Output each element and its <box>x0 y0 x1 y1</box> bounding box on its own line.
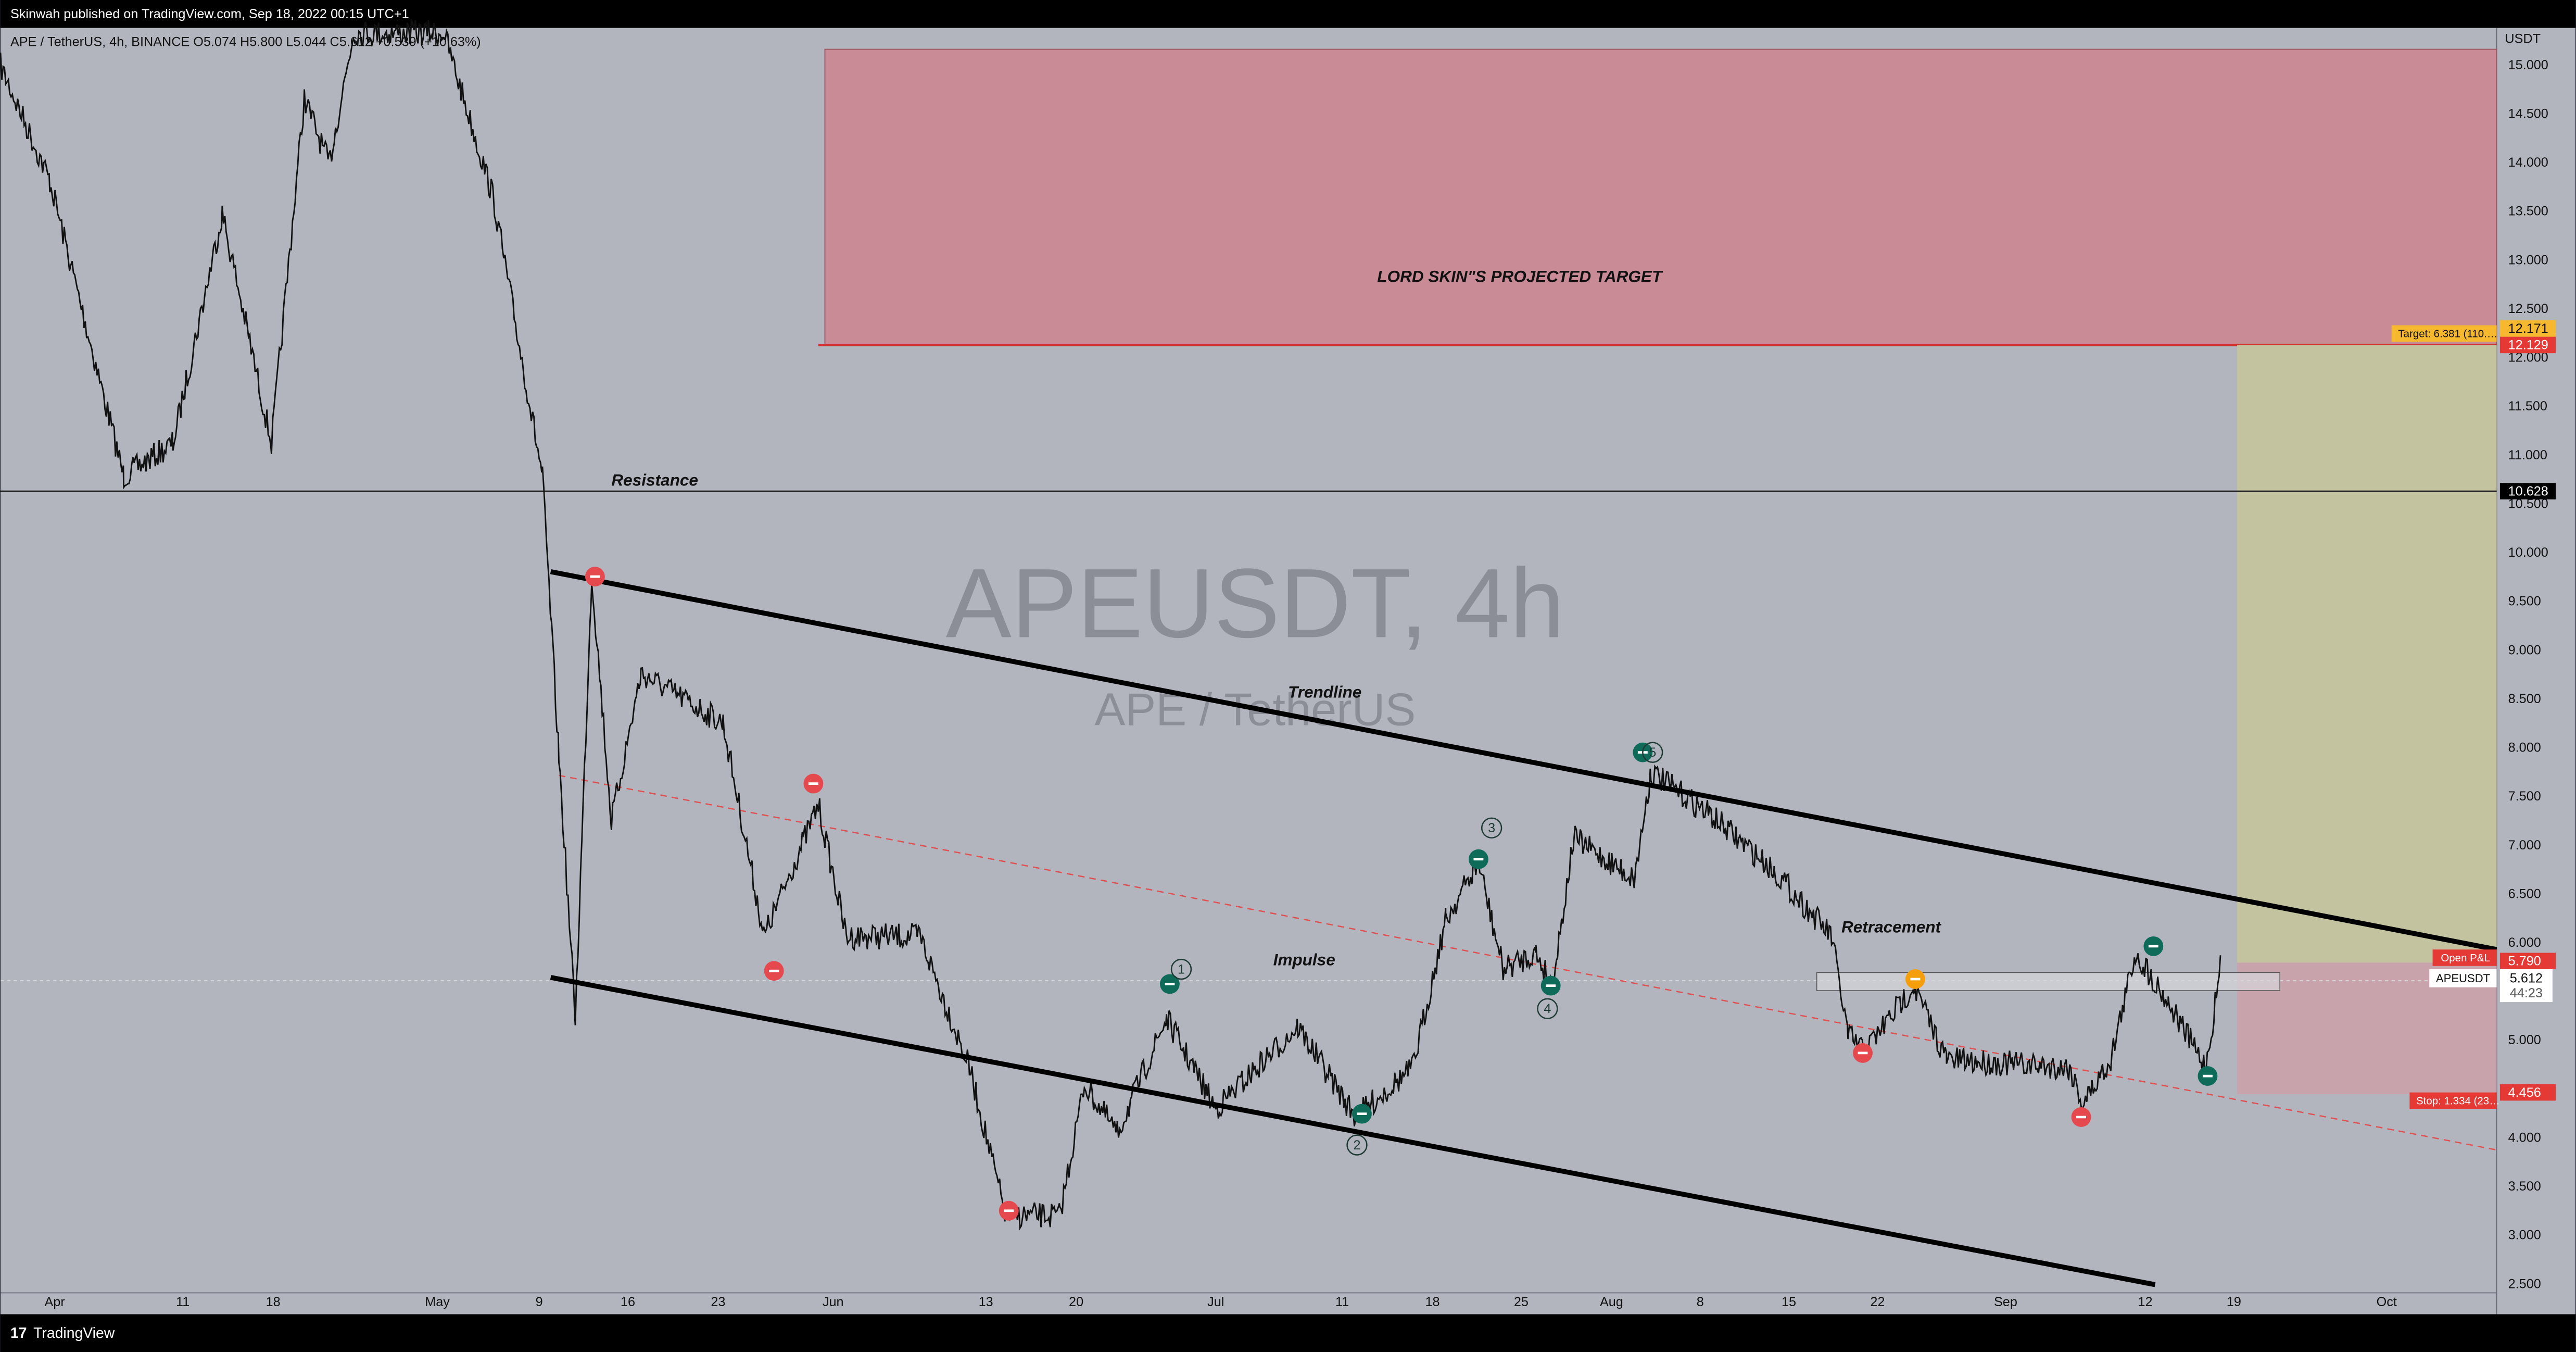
price-badge <box>2499 953 2556 970</box>
price-tick-label: 9.500 <box>2508 594 2541 609</box>
price-badge <box>2499 320 2556 337</box>
trendline-label: Trendline <box>1288 682 1361 701</box>
resistance-label: Resistance <box>611 471 698 490</box>
time-tick-label: 22 <box>1870 1295 1885 1309</box>
price-badge-text: 5.790 <box>2508 954 2541 969</box>
wave-circle <box>1170 958 1192 980</box>
price-badge-text: 12.129 <box>2508 338 2548 353</box>
price-tick-label: 7.500 <box>2508 789 2541 804</box>
footer-logo: 17 <box>10 1325 27 1342</box>
signal-markers: 1 2 3 4 5 <box>585 567 2218 1221</box>
time-tick-label: 18 <box>1425 1295 1440 1309</box>
time-tick-label: 20 <box>1069 1295 1083 1309</box>
footer-brand: TradingView <box>33 1325 115 1342</box>
time-tick-label: Jul <box>1207 1295 1224 1309</box>
time-tick-label: 13 <box>979 1295 993 1309</box>
time-tick-label: 25 <box>1514 1295 1529 1309</box>
wave-circle <box>1346 1134 1368 1156</box>
retracement-label: Retracement <box>1841 918 1942 936</box>
price-path <box>0 19 2221 1231</box>
time-tick-label: 16 <box>621 1295 635 1309</box>
price-badge <box>2499 336 2556 354</box>
time-tick-label: 11 <box>176 1295 190 1309</box>
price-tick-label: 8.500 <box>2508 692 2541 706</box>
time-tick-label: 18 <box>266 1295 281 1309</box>
price-tick-label: 11.500 <box>2508 399 2547 414</box>
pl-badge <box>2432 949 2497 966</box>
price-tick-label: 9.000 <box>2508 643 2541 657</box>
time-tick-label: 23 <box>711 1295 725 1309</box>
time-tick-label: 19 <box>2227 1295 2241 1309</box>
time-tick-label: Oct <box>2377 1295 2397 1309</box>
retrace-box <box>1816 972 2280 991</box>
price-tick-label: 3.000 <box>2508 1228 2541 1243</box>
price-badge <box>2499 483 2556 499</box>
price-text: 5.612 <box>2510 971 2543 986</box>
stop-badge <box>2409 1092 2497 1109</box>
price-badge-text: 10.628 <box>2508 484 2548 498</box>
price-tick-label: 15.000 <box>2508 58 2548 72</box>
symbol-badge <box>2429 969 2497 987</box>
price-tick-label: 8.000 <box>2508 741 2541 755</box>
publisher: Skinwah published on TradingView.com, Se… <box>10 7 409 21</box>
price-chart <box>0 19 2221 1231</box>
price-tick-label: 14.500 <box>2508 106 2548 121</box>
price-badge-text: 12.171 <box>2508 321 2548 336</box>
price-tick-label: 6.000 <box>2508 935 2541 950</box>
price-tick-label: 14.000 <box>2508 155 2548 170</box>
time-tick-label: 8 <box>1697 1295 1704 1309</box>
lower-trendline <box>550 975 2156 1287</box>
wave-label: 3 <box>1488 821 1495 835</box>
countdown-text: 44:23 <box>2510 986 2543 1000</box>
price-tick-label: 4.000 <box>2508 1130 2541 1145</box>
time-tick-label: Jun <box>823 1295 844 1309</box>
target-badge <box>2391 325 2497 342</box>
price-tick-label: 5.000 <box>2508 1033 2541 1047</box>
price-badge <box>2499 1084 2556 1101</box>
price-tick-label: 11.000 <box>2508 448 2547 462</box>
stop-text: Stop: 1.334 (23… <box>2416 1095 2500 1107</box>
wave-circle <box>1642 742 1663 763</box>
header-bar <box>1 0 2575 28</box>
time-tick-label: Apr <box>44 1295 65 1309</box>
price-tick-label: 7.000 <box>2508 838 2541 853</box>
wave-label: 2 <box>1353 1138 1360 1153</box>
price-tick-label: 6.500 <box>2508 886 2541 901</box>
symbol-text: APEUSDT <box>2436 972 2490 985</box>
target-text: Target: 6.381 (110.… <box>2398 328 2497 340</box>
currency: USDT <box>2505 31 2541 46</box>
footer-bar <box>1 1314 2575 1352</box>
time-tick-label: 9 <box>536 1295 543 1309</box>
pl-text: Open P&L <box>2441 952 2490 964</box>
time-tick-label: 15 <box>1782 1295 1796 1309</box>
price-tick-label: 3.500 <box>2508 1179 2541 1194</box>
time-tick-label: Sep <box>1994 1295 2017 1309</box>
target-zone <box>824 48 2497 346</box>
time-tick-label: 11 <box>1335 1295 1349 1309</box>
target-label: LORD SKIN"S PROJECTED TARGET <box>1377 267 1663 285</box>
time-tick-label: Aug <box>1600 1295 1623 1309</box>
price-tick-label: 12.500 <box>2508 302 2548 316</box>
time-tick-label: 12 <box>2138 1295 2153 1309</box>
profit-zone <box>2237 345 2497 963</box>
price-tick-label: 10.000 <box>2508 545 2548 560</box>
wave-label: 5 <box>1649 745 1656 760</box>
price-tick-label: 2.500 <box>2508 1276 2541 1291</box>
upper-trendline <box>550 569 2497 952</box>
symbol-info: APE / TetherUS, 4h, BINANCE O5.074 H5.80… <box>10 35 481 49</box>
watermark-symbol: APEUSDT, 4h <box>946 548 1565 658</box>
wave-label: 1 <box>1178 962 1185 977</box>
impulse-label: Impulse <box>1273 950 1335 969</box>
wave-label: 4 <box>1544 1002 1551 1016</box>
time-tick-label: May <box>425 1295 450 1309</box>
wave-circle <box>1537 998 1558 1019</box>
price-badge <box>2499 969 2553 1003</box>
wave-circle <box>1481 817 1502 838</box>
mid-channel <box>559 774 2497 1151</box>
price-tick-label: 13.000 <box>2508 253 2548 267</box>
price-badge-text: 4.456 <box>2508 1085 2541 1100</box>
axes: 15.00014.50014.00013.50013.00012.50012.0… <box>44 58 2556 1309</box>
price-tick-label: 13.500 <box>2508 204 2548 219</box>
